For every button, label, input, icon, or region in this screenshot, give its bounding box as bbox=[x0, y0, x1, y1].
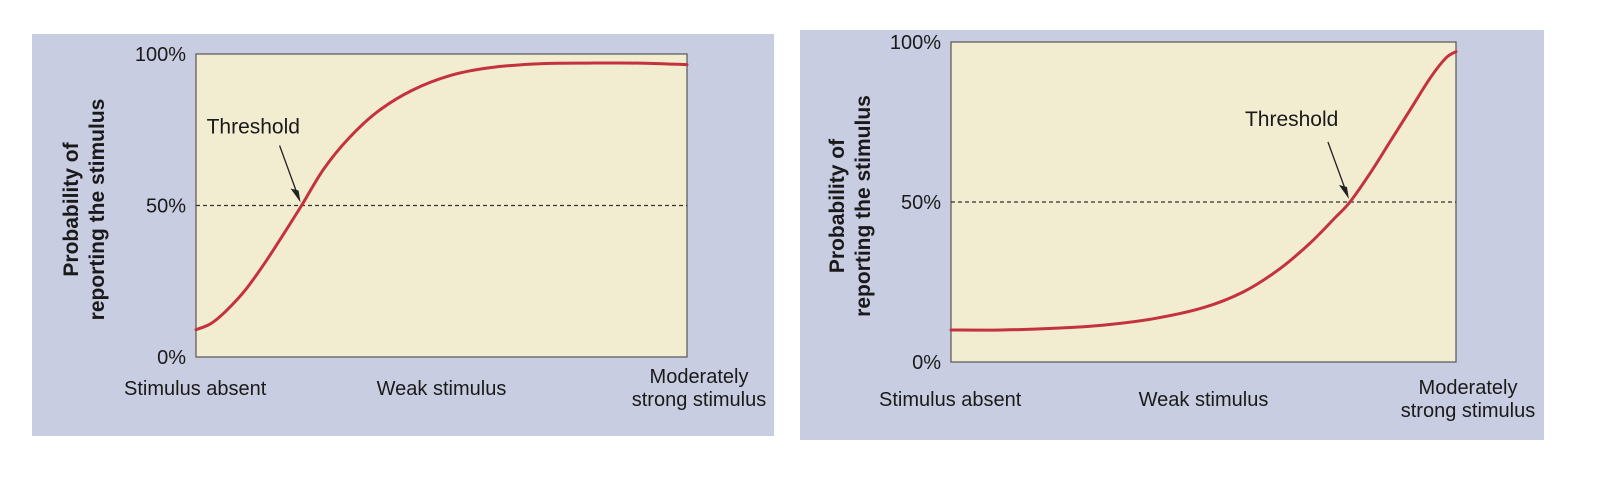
chart-panel-right: 0% 50% 100% Threshold Stimulus absent Weak st… bbox=[800, 30, 1544, 440]
threshold-label: Threshold bbox=[207, 116, 300, 139]
y-tick-label: 0% bbox=[157, 347, 186, 369]
x-category-label: Moderately bbox=[650, 366, 749, 388]
psychometric-curve bbox=[949, 50, 1458, 332]
y-tick-label: 50% bbox=[901, 192, 941, 214]
x-category-label: Stimulus absent bbox=[879, 389, 1022, 411]
threshold-arrow-head bbox=[1338, 185, 1349, 199]
x-category-label: Weak stimulus bbox=[377, 378, 507, 400]
threshold-arrow-head bbox=[290, 188, 301, 203]
threshold-arrow-shaft bbox=[278, 145, 300, 198]
chart-right: 0% 50% 100% Threshold Stimulus absent Weak st… bbox=[826, 32, 1536, 422]
x-category-label: Moderately bbox=[1419, 377, 1518, 399]
y-axis-title: reporting the stimulus bbox=[852, 95, 875, 317]
y-tick-label: 100% bbox=[135, 44, 186, 66]
threshold-arrow-shaft bbox=[1327, 141, 1348, 195]
x-category-label: strong stimulus bbox=[1401, 400, 1536, 422]
y-tick-label: 100% bbox=[890, 32, 941, 54]
chart-panel-left: 0% 50% 100% Threshold Stimulus absent Weak st… bbox=[32, 34, 774, 436]
psychometric-curve bbox=[194, 61, 689, 332]
x-category-label: Stimulus absent bbox=[124, 378, 267, 400]
y-tick-label: 0% bbox=[912, 352, 941, 374]
chart-left: 0% 50% 100% Threshold Stimulus absent Weak st… bbox=[60, 44, 767, 411]
threshold-label: Threshold bbox=[1245, 108, 1338, 131]
y-axis-title: Probability of bbox=[826, 138, 849, 273]
y-axis-title: Probability of bbox=[60, 141, 83, 276]
y-axis-title: reporting the stimulus bbox=[86, 99, 109, 321]
y-tick-label: 50% bbox=[146, 196, 186, 218]
x-category-label: strong stimulus bbox=[632, 389, 767, 411]
x-category-label: Weak stimulus bbox=[1139, 389, 1269, 411]
